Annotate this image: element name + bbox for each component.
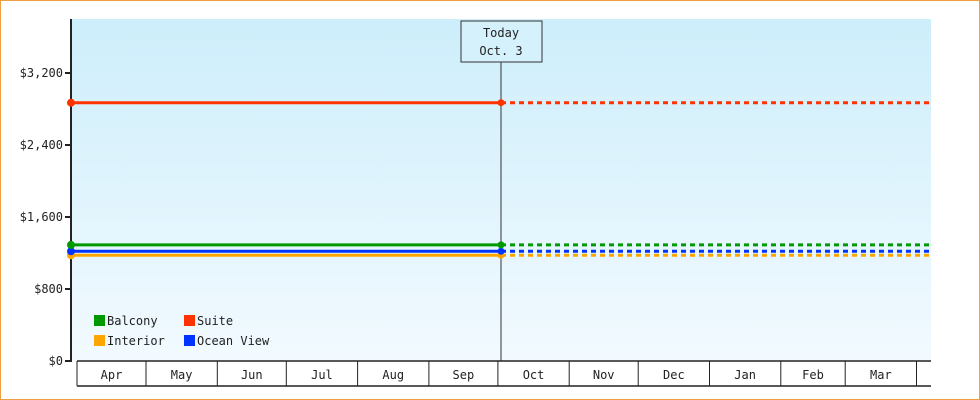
- series-ocean-view: [67, 247, 931, 256]
- x-axis: Apr May Jun Jul Aug Sep Oct Nov Dec Jan Feb Mar: [76, 360, 931, 387]
- legend-swatch: [184, 315, 195, 326]
- y-tick-label: $0: [49, 354, 63, 368]
- legend: Balcony Suite Interior Ocean View: [94, 314, 270, 348]
- x-tick-label: Oct: [523, 368, 545, 382]
- today-label: Today: [483, 26, 519, 40]
- x-tick-label: Dec: [663, 368, 685, 382]
- x-tick-label: Feb: [802, 368, 824, 382]
- x-tick-label: Aug: [382, 368, 404, 382]
- legend-label: Ocean View: [197, 334, 270, 348]
- data-point: [67, 98, 75, 107]
- x-tick-label: Jul: [311, 368, 333, 382]
- legend-swatch: [94, 335, 105, 346]
- y-tick-label: $800: [34, 282, 63, 296]
- x-tick-label: Jun: [241, 368, 263, 382]
- legend-label: Suite: [197, 314, 233, 328]
- x-tick-label: Nov: [593, 368, 615, 382]
- data-point: [497, 99, 505, 107]
- today-date: Oct. 3: [479, 44, 522, 58]
- data-point: [497, 241, 505, 249]
- data-point: [67, 247, 75, 256]
- x-tick-label: Sep: [453, 368, 475, 382]
- y-tick-label: $2,400: [20, 138, 63, 152]
- series-suite: [67, 98, 931, 107]
- x-tick-label: Mar: [870, 368, 892, 382]
- data-point: [497, 247, 505, 255]
- legend-swatch: [184, 335, 195, 346]
- data-point: [67, 240, 75, 249]
- y-tick-label: $3,200: [20, 66, 63, 80]
- today-marker: Today Oct. 3: [460, 20, 543, 361]
- today-box: [460, 20, 543, 63]
- x-tick-label: May: [171, 368, 193, 382]
- legend-swatch: [94, 315, 105, 326]
- x-tick-label: Apr: [101, 368, 123, 382]
- legend-label: Interior: [107, 334, 165, 348]
- x-tick-label: Jan: [734, 368, 756, 382]
- y-axis: $0 $800 $1,600 $2,400 $3,200: [20, 19, 72, 368]
- series-balcony: [67, 240, 931, 249]
- legend-label: Balcony: [107, 314, 158, 328]
- y-tick-label: $1,600: [20, 210, 63, 224]
